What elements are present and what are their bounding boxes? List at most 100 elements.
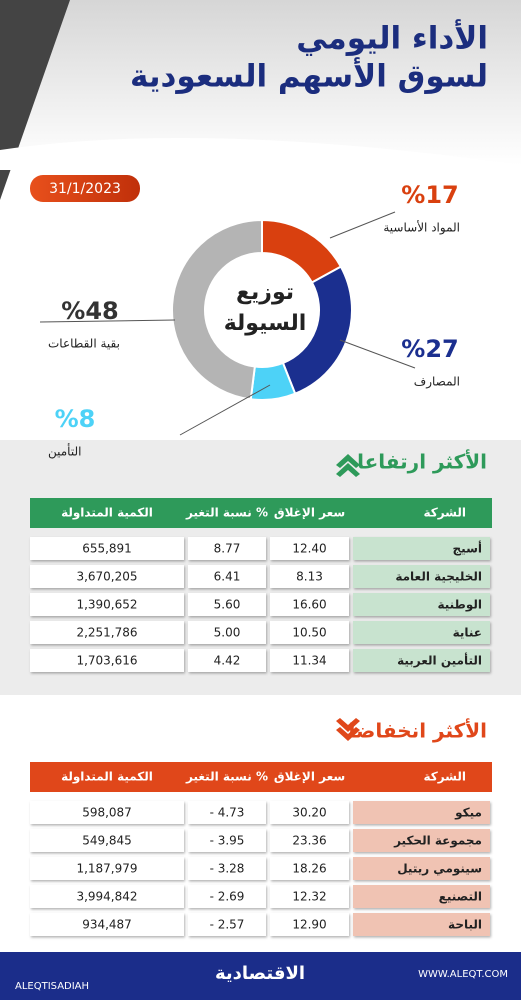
cell-text: 5.60 <box>214 598 241 612</box>
table-cell <box>188 829 266 852</box>
table-cell <box>353 593 490 616</box>
table-cell <box>188 913 266 936</box>
table-cell <box>188 593 266 616</box>
column-header: سعر الإغلاق <box>274 770 345 784</box>
table-cell <box>30 593 184 616</box>
leader-line <box>339 339 416 369</box>
date: 31/1/2023 <box>49 181 121 197</box>
table-cell <box>270 537 349 560</box>
table-cell <box>188 885 266 908</box>
table-cell <box>353 829 490 852</box>
table-cell <box>188 801 266 824</box>
cell-text: - 3.95 <box>210 834 245 848</box>
table-cell <box>353 913 490 936</box>
cell-text: 1,187,979 <box>76 862 137 876</box>
title-line: الأداء اليومي <box>296 19 488 57</box>
cell-text: - 2.57 <box>210 918 245 932</box>
cell-text: الوطنية <box>437 598 482 613</box>
cell-text: 8.77 <box>214 542 241 556</box>
cell-text: 10.50 <box>292 626 326 640</box>
cell-text: 549,845 <box>82 834 132 848</box>
segment-value: %8 <box>55 405 96 433</box>
table-cell <box>30 801 184 824</box>
cell-text: 11.34 <box>292 654 326 668</box>
table-cell <box>270 857 349 880</box>
cell-text: 8.13 <box>296 570 323 584</box>
cell-text: 598,087 <box>82 806 132 820</box>
cell-text: - 4.73 <box>210 806 245 820</box>
footer-bg <box>0 952 521 1000</box>
donut-center: السيولة <box>224 311 307 336</box>
table-cell <box>353 885 490 908</box>
date-pill <box>30 175 140 202</box>
column-header: سعر الإغلاق <box>274 506 345 520</box>
table-cell <box>270 801 349 824</box>
cell-text: 1,703,616 <box>76 654 137 668</box>
leader-line <box>329 211 396 239</box>
donut <box>171 218 353 401</box>
cell-text: أسيج <box>453 541 482 556</box>
cell-text: - 2.69 <box>210 890 245 904</box>
footer-brand: الاقتصادية <box>215 963 305 984</box>
table-cell <box>188 537 266 560</box>
cell-text: سينومي ريتيل <box>397 862 482 877</box>
section-title: الأكثر انخفاضا <box>349 718 487 743</box>
table-cell <box>188 857 266 880</box>
column-header: الشركة <box>423 506 466 520</box>
cell-text: 12.90 <box>292 918 326 932</box>
segment-name: التأمين <box>48 443 81 460</box>
cell-text: الخليجية العامة <box>395 570 482 584</box>
segment-value: %48 <box>61 297 118 325</box>
cell-text: 3,994,842 <box>76 890 137 904</box>
column-header: الكمية المتداولة <box>61 506 153 521</box>
cell-text: التصنيع <box>439 890 482 904</box>
cell-text: 655,891 <box>82 542 132 556</box>
header-bar <box>30 498 492 528</box>
header-bar <box>30 762 492 792</box>
footer-website: WWW.ALEQT.COM <box>418 969 508 980</box>
cell-text: 23.36 <box>292 834 326 848</box>
table-cell <box>188 565 266 588</box>
cell-text: عناية <box>453 626 482 640</box>
table-cell <box>188 621 266 644</box>
segment-value: %27 <box>401 335 458 363</box>
column-header: الكمية المتداولة <box>61 770 153 785</box>
table-cell <box>30 649 184 672</box>
footer-handle: ALEQTISADIAH <box>15 981 89 992</box>
section-title: الأكثر ارتفاعا <box>357 449 487 474</box>
table-cell <box>30 537 184 560</box>
table-cell <box>270 649 349 672</box>
cell-text: 6.41 <box>214 570 241 584</box>
table-cell <box>270 913 349 936</box>
table-cell <box>188 649 266 672</box>
cell-text: 1,390,652 <box>76 598 137 612</box>
leader-line <box>39 319 176 323</box>
cell-text: الباحة <box>448 918 482 932</box>
segment-value: %17 <box>401 181 458 209</box>
column-header: نسبة التغير % <box>185 506 268 520</box>
table-cell <box>270 885 349 908</box>
header-curve <box>0 138 521 170</box>
donut-center: توزيع <box>236 280 294 305</box>
cell-text: 5.00 <box>214 626 241 640</box>
table-cell <box>353 857 490 880</box>
cell-text: 18.26 <box>292 862 326 876</box>
table-cell <box>30 565 184 588</box>
cell-text: - 3.28 <box>210 862 245 876</box>
table-cell <box>30 621 184 644</box>
table-cell <box>353 537 490 560</box>
cell-text: 4.42 <box>214 654 241 668</box>
column-header: نسبة التغير % <box>185 770 268 784</box>
cell-text: 12.40 <box>292 542 326 556</box>
segment-name: المواد الأساسية <box>383 220 460 236</box>
table-cell <box>353 565 490 588</box>
cell-text: 16.60 <box>292 598 326 612</box>
segment-name: بقية القطاعات <box>48 337 120 351</box>
table-cell <box>30 857 184 880</box>
column-header: الشركة <box>423 770 466 784</box>
leader-line <box>179 384 271 436</box>
cell-text: التأمين العربية <box>397 653 482 668</box>
cell-text: ميكو <box>454 806 482 821</box>
table-cell <box>353 649 490 672</box>
